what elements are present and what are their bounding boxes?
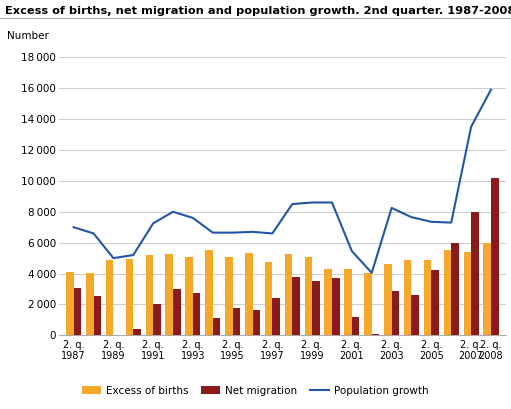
Bar [245, 253, 252, 335]
Bar [272, 298, 280, 335]
Bar [391, 291, 399, 335]
Bar [225, 256, 233, 335]
Population growth [170, 209, 176, 214]
Bar [483, 243, 491, 335]
Population growth [369, 270, 375, 275]
Bar [106, 260, 113, 335]
Bar [185, 257, 193, 335]
Bar [74, 288, 81, 335]
Bar [126, 259, 133, 335]
Bar [205, 249, 213, 335]
Bar [344, 269, 352, 335]
Bar [265, 262, 272, 335]
Text: Excess of births, net migration and population growth. 2nd quarter. 1987-2008: Excess of births, net migration and popu… [5, 6, 511, 16]
Population growth [130, 253, 136, 258]
Bar [213, 318, 220, 335]
Population growth [289, 202, 295, 207]
Bar [424, 261, 431, 335]
Legend: Excess of births, Net migration, Population growth: Excess of births, Net migration, Populat… [78, 381, 433, 400]
Bar [404, 260, 411, 335]
Population growth [468, 124, 474, 129]
Bar [444, 250, 451, 335]
Population growth [210, 230, 216, 235]
Population growth [229, 230, 236, 235]
Population growth [408, 215, 414, 220]
Bar [431, 270, 439, 335]
Bar [153, 304, 161, 335]
Population growth [388, 205, 394, 210]
Population growth [349, 249, 355, 254]
Bar [411, 295, 419, 335]
Population growth [249, 229, 256, 234]
Bar [285, 254, 292, 335]
Bar [324, 269, 332, 335]
Text: Number: Number [7, 31, 49, 40]
Population growth [110, 256, 117, 261]
Bar [146, 255, 153, 335]
Population growth [190, 216, 196, 220]
Bar [94, 296, 101, 335]
Population growth [90, 231, 97, 236]
Bar [292, 276, 300, 335]
Bar [471, 212, 479, 335]
Bar [332, 278, 340, 335]
Bar [491, 178, 499, 335]
Population growth [269, 231, 275, 236]
Bar [305, 256, 312, 335]
Bar [372, 334, 379, 335]
Bar [66, 272, 74, 335]
Bar [193, 293, 200, 335]
Bar [312, 281, 320, 335]
Population growth [71, 225, 77, 230]
Population growth [329, 200, 335, 205]
Population growth [150, 221, 156, 226]
Bar [86, 273, 94, 335]
Bar [173, 289, 180, 335]
Bar [451, 243, 459, 335]
Population growth [488, 87, 494, 92]
Bar [166, 254, 173, 335]
Bar [133, 329, 141, 335]
Bar [252, 310, 260, 335]
Population growth [428, 219, 434, 224]
Bar [233, 308, 240, 335]
Line: Population growth: Population growth [74, 90, 491, 273]
Population growth [448, 220, 454, 225]
Bar [463, 252, 471, 335]
Population growth [309, 200, 315, 205]
Bar [364, 273, 372, 335]
Bar [352, 317, 359, 335]
Bar [384, 263, 391, 335]
